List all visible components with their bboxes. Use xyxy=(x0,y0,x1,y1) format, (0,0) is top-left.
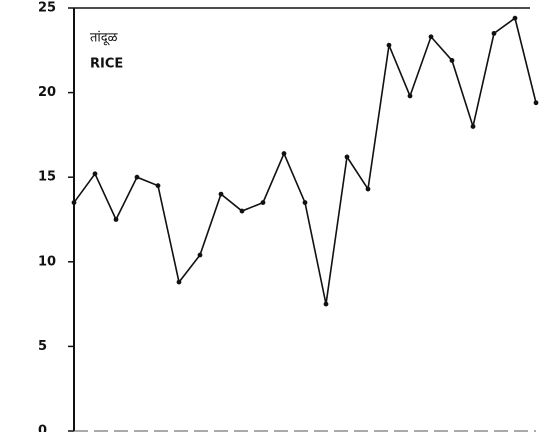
chart-title: तांदूळ xyxy=(90,31,119,46)
point xyxy=(71,200,77,205)
point xyxy=(176,279,182,285)
point xyxy=(239,208,245,214)
y-tick-label: 0 xyxy=(38,424,47,432)
point xyxy=(218,191,224,197)
y-tick-label: 15 xyxy=(38,170,56,185)
point xyxy=(134,174,140,180)
point xyxy=(344,154,350,160)
point xyxy=(302,200,308,205)
point xyxy=(155,183,161,189)
point xyxy=(407,93,413,99)
y-tick-label: 25 xyxy=(38,1,56,16)
line xyxy=(73,16,537,305)
point xyxy=(323,301,329,307)
point xyxy=(197,252,203,258)
point xyxy=(113,217,119,222)
y-tick-label: 5 xyxy=(38,339,47,354)
y-tick-label: 10 xyxy=(38,254,56,269)
point xyxy=(386,42,392,48)
chart-subtitle: RICE xyxy=(90,57,123,72)
y-tick-label: 20 xyxy=(38,85,56,100)
point xyxy=(365,186,371,192)
point xyxy=(260,200,266,205)
point xyxy=(92,171,98,177)
point xyxy=(491,30,497,36)
point xyxy=(512,15,518,21)
point xyxy=(533,100,539,106)
point xyxy=(281,151,287,156)
point xyxy=(449,58,455,63)
point xyxy=(470,124,476,129)
point xyxy=(428,34,434,40)
